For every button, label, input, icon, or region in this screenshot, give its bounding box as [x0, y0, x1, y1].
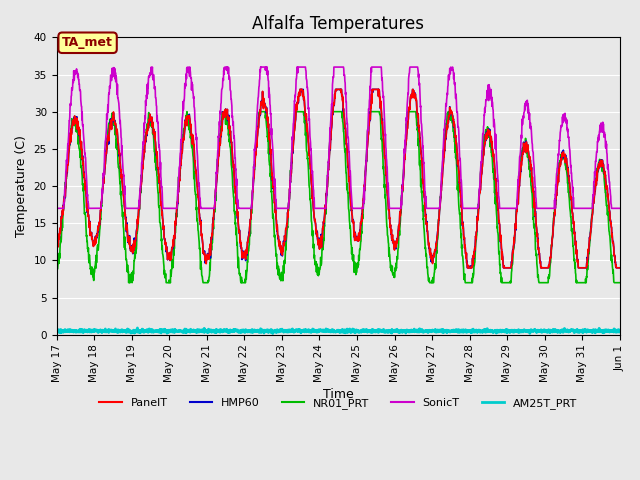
- NR01_PRT: [81, 212, 89, 217]
- PanelT: [497, 232, 504, 238]
- Line: NR01_PRT: NR01_PRT: [56, 112, 620, 283]
- PanelT: [600, 166, 608, 172]
- NR01_PRT: [183, 109, 191, 115]
- HMP60: [327, 137, 335, 143]
- PanelT: [52, 242, 60, 248]
- PanelT: [616, 265, 624, 271]
- X-axis label: Time: Time: [323, 388, 354, 401]
- HMP60: [497, 232, 504, 238]
- HMP60: [296, 86, 304, 92]
- Y-axis label: Temperature (C): Temperature (C): [15, 135, 28, 237]
- Line: PanelT: PanelT: [56, 89, 620, 268]
- HMP60: [81, 182, 89, 188]
- SonicT: [52, 205, 60, 211]
- NR01_PRT: [327, 125, 335, 131]
- AM25T_PRT: [497, 327, 504, 333]
- NR01_PRT: [616, 280, 624, 286]
- AM25T_PRT: [616, 327, 624, 333]
- HMP60: [616, 265, 624, 271]
- PanelT: [312, 225, 320, 230]
- HMP60: [52, 244, 60, 250]
- SonicT: [312, 205, 320, 211]
- SonicT: [497, 205, 504, 211]
- AM25T_PRT: [52, 328, 60, 334]
- PanelT: [600, 168, 608, 173]
- NR01_PRT: [125, 280, 132, 286]
- AM25T_PRT: [600, 328, 608, 334]
- HMP60: [600, 168, 608, 173]
- HMP60: [600, 167, 608, 172]
- PanelT: [81, 182, 89, 188]
- PanelT: [296, 86, 304, 92]
- SonicT: [147, 64, 155, 70]
- NR01_PRT: [52, 269, 60, 275]
- Line: AM25T_PRT: AM25T_PRT: [56, 328, 620, 334]
- HMP60: [312, 224, 320, 230]
- SonicT: [327, 118, 335, 123]
- SonicT: [600, 134, 608, 140]
- Title: Alfalfa Temperatures: Alfalfa Temperatures: [252, 15, 424, 33]
- Line: SonicT: SonicT: [56, 67, 620, 208]
- PanelT: [327, 137, 335, 143]
- Text: TA_met: TA_met: [62, 36, 113, 49]
- HMP60: [463, 265, 471, 271]
- NR01_PRT: [600, 177, 608, 182]
- PanelT: [463, 265, 471, 271]
- AM25T_PRT: [81, 329, 89, 335]
- AM25T_PRT: [600, 328, 608, 334]
- SonicT: [600, 126, 607, 132]
- AM25T_PRT: [134, 325, 141, 331]
- SonicT: [616, 205, 624, 211]
- AM25T_PRT: [327, 328, 335, 334]
- Legend: PanelT, HMP60, NR01_PRT, SonicT, AM25T_PRT: PanelT, HMP60, NR01_PRT, SonicT, AM25T_P…: [95, 394, 582, 414]
- NR01_PRT: [600, 170, 608, 176]
- NR01_PRT: [312, 259, 320, 264]
- NR01_PRT: [497, 269, 504, 275]
- SonicT: [81, 155, 89, 161]
- AM25T_PRT: [269, 331, 276, 336]
- Line: HMP60: HMP60: [56, 89, 620, 268]
- AM25T_PRT: [312, 329, 320, 335]
